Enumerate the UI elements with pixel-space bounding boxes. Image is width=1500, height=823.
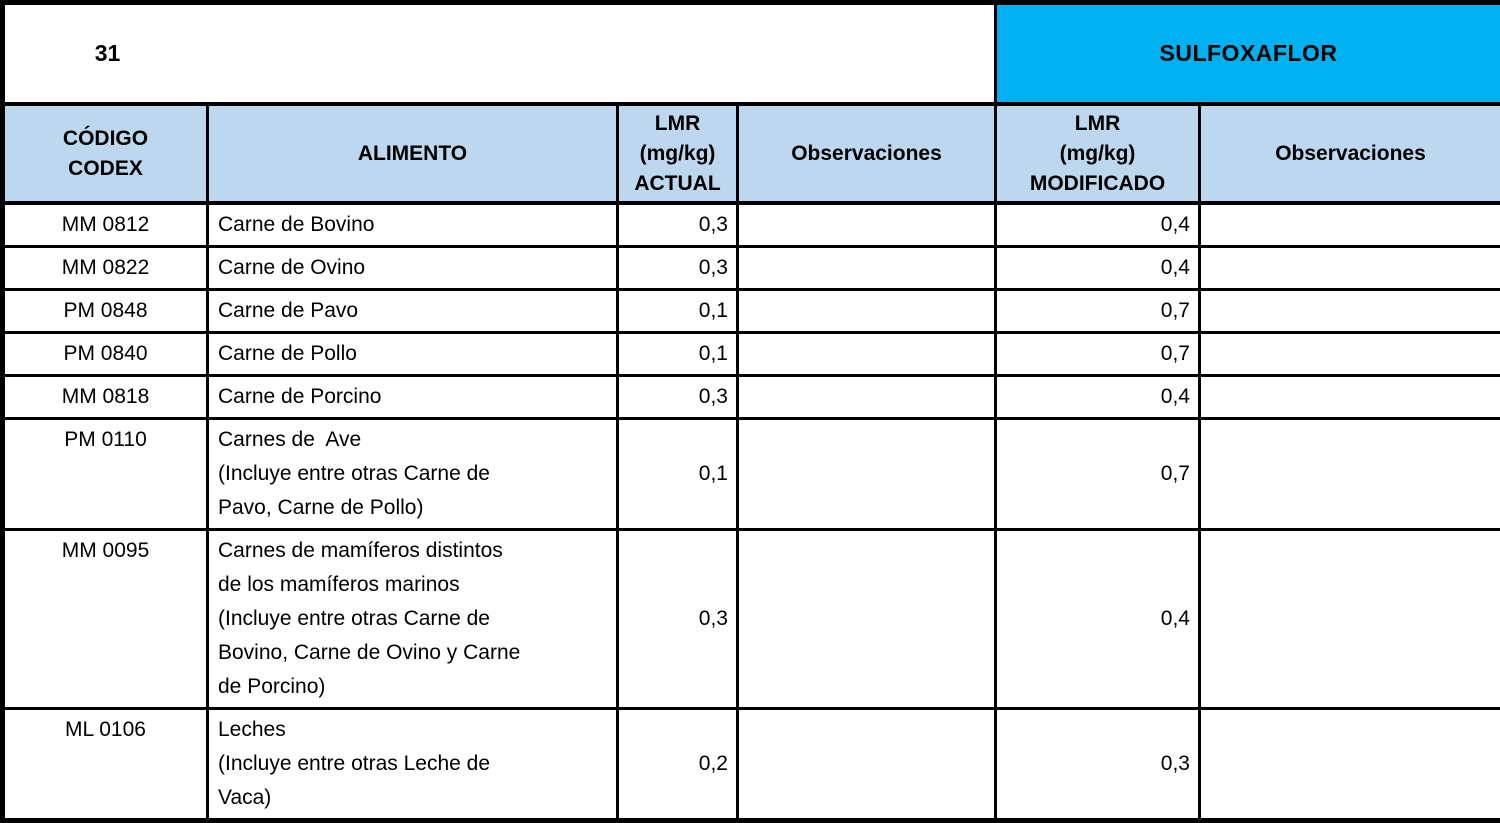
- lmr-modificado-cell: 0,4: [996, 376, 1200, 419]
- codigo-cell: MM 0818: [3, 376, 208, 419]
- alimento-cell: Leches (Incluye entre otras Leche de Vac…: [208, 709, 618, 821]
- obs-actual-cell: [738, 530, 996, 709]
- codigo-cell: ML 0106: [3, 709, 208, 821]
- obs-modificado-cell: [1200, 530, 1500, 709]
- obs-modificado-cell: [1200, 709, 1500, 821]
- header-alimento: ALIMENTO: [208, 104, 618, 203]
- obs-actual-cell: [738, 376, 996, 419]
- obs-actual-cell: [738, 419, 996, 530]
- header-lmr-actual: LMR (mg/kg) ACTUAL: [618, 104, 738, 203]
- obs-modificado-cell: [1200, 419, 1500, 530]
- lmr-actual-cell: 0,3: [618, 247, 738, 290]
- obs-actual-cell: [738, 333, 996, 376]
- alimento-cell: Carnes de Ave (Incluye entre otras Carne…: [208, 419, 618, 530]
- header-row: CÓDIGO CODEX ALIMENTO LMR (mg/kg) ACTUAL…: [3, 104, 1500, 203]
- lmr-actual-cell: 0,3: [618, 376, 738, 419]
- codigo-cell: PM 0848: [3, 290, 208, 333]
- lmr-actual-cell: 0,3: [618, 530, 738, 709]
- lmr-actual-cell: 0,1: [618, 333, 738, 376]
- alimento-cell: Carne de Ovino: [208, 247, 618, 290]
- lmr-modificado-cell: 0,4: [996, 203, 1200, 247]
- header-codigo-codex: CÓDIGO CODEX: [3, 104, 208, 203]
- title-row: 31 SULFOXAFLOR: [3, 3, 1500, 105]
- obs-actual-cell: [738, 290, 996, 333]
- header-lmr-modificado: LMR (mg/kg) MODIFICADO: [996, 104, 1200, 203]
- compound-banner: SULFOXAFLOR: [996, 3, 1500, 105]
- lmr-modificado-cell: 0,7: [996, 333, 1200, 376]
- lmr-modificado-cell: 0,4: [996, 247, 1200, 290]
- obs-actual-cell: [738, 203, 996, 247]
- obs-modificado-cell: [1200, 247, 1500, 290]
- codigo-cell: MM 0812: [3, 203, 208, 247]
- obs-modificado-cell: [1200, 290, 1500, 333]
- obs-actual-cell: [738, 709, 996, 821]
- lmr-modificado-cell: 0,7: [996, 290, 1200, 333]
- codigo-cell: PM 0840: [3, 333, 208, 376]
- codigo-cell: MM 0095: [3, 530, 208, 709]
- lmr-actual-cell: 0,1: [618, 419, 738, 530]
- obs-modificado-cell: [1200, 333, 1500, 376]
- alimento-cell: Carne de Pollo: [208, 333, 618, 376]
- codigo-cell: PM 0110: [3, 419, 208, 530]
- lmr-modificado-cell: 0,4: [996, 530, 1200, 709]
- compound-name: SULFOXAFLOR: [1160, 40, 1338, 66]
- lmr-actual-cell: 0,1: [618, 290, 738, 333]
- lmr-actual-cell: 0,3: [618, 203, 738, 247]
- lmr-modificado-cell: 0,3: [996, 709, 1200, 821]
- obs-modificado-cell: [1200, 203, 1500, 247]
- header-observaciones-actual: Observaciones: [738, 104, 996, 203]
- page-number-cell: 31: [3, 3, 996, 105]
- alimento-cell: Carne de Bovino: [208, 203, 618, 247]
- lmr-modificado-cell: 0,7: [996, 419, 1200, 530]
- alimento-cell: Carnes de mamíferos distintos de los mam…: [208, 530, 618, 709]
- header-observaciones-modificado: Observaciones: [1200, 104, 1500, 203]
- codigo-cell: MM 0822: [3, 247, 208, 290]
- lmr-actual-cell: 0,2: [618, 709, 738, 821]
- alimento-cell: Carne de Porcino: [208, 376, 618, 419]
- page-number: 31: [5, 40, 210, 67]
- alimento-cell: Carne de Pavo: [208, 290, 618, 333]
- obs-modificado-cell: [1200, 376, 1500, 419]
- obs-actual-cell: [738, 247, 996, 290]
